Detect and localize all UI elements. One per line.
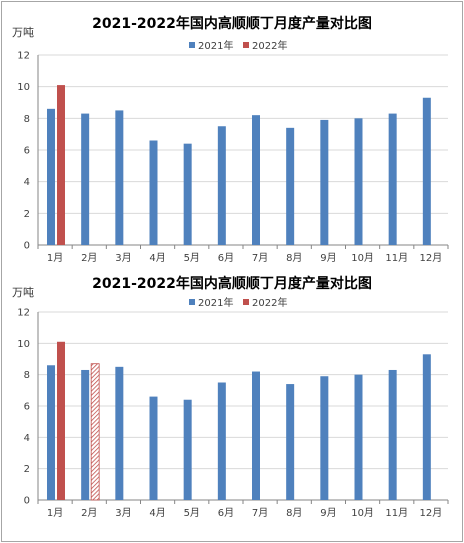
y-tick-label: 4 <box>24 433 30 444</box>
x-tick-label: 8月 <box>286 507 302 519</box>
bar-2021-8 <box>286 127 295 245</box>
bar-2021-5 <box>183 399 192 500</box>
legend-swatch-2021 <box>189 42 195 48</box>
bar-2021-12 <box>422 97 431 245</box>
x-tick-label: 10月 <box>351 507 374 519</box>
y-axis-unit-label: 万吨 <box>12 286 34 299</box>
bar-2021-3 <box>115 110 124 246</box>
x-tick-label: 2月 <box>81 252 97 264</box>
bar-2021-5 <box>183 143 192 245</box>
x-tick-label: 10月 <box>351 252 374 264</box>
bar-2021-3 <box>115 366 124 500</box>
monthly-output-chart-2021-2022: 2021-2022年国内高顺顺丁月度产量对比图 万吨 2021年 2022年 0… <box>12 15 449 264</box>
y-tick-label: 0 <box>24 496 30 507</box>
y-tick-label: 10 <box>17 339 30 350</box>
y-tick-label: 10 <box>17 82 30 93</box>
bar-2021-4 <box>149 140 158 245</box>
bar-2021-11 <box>388 369 397 500</box>
monthly-output-chart-2021-2022-updated: 2021-2022年国内高顺顺丁月度产量对比图 万吨 2021年 2022年 0… <box>12 275 449 519</box>
x-tick-label: 12月 <box>420 252 443 264</box>
y-tick-label: 6 <box>24 402 30 413</box>
bar-2021-6 <box>217 126 226 245</box>
x-axis-ticks: 1月 2月 3月 4月 5月 6月 7月 8月 9月 10月 11月 12月 <box>37 500 449 519</box>
chart-title: 2021-2022年国内高顺顺丁月度产量对比图 <box>92 275 372 292</box>
x-tick-label: 11月 <box>385 507 408 519</box>
y-tick-label: 2 <box>24 464 30 475</box>
x-tick-label: 3月 <box>115 507 131 519</box>
legend: 2021年 2022年 <box>189 296 287 309</box>
x-tick-label: 6月 <box>218 252 234 264</box>
bar-2021-1 <box>47 365 55 500</box>
legend-label-2022: 2022年 <box>252 296 287 309</box>
x-tick-label: 2月 <box>81 507 97 519</box>
y-tick-label: 12 <box>17 308 30 319</box>
bar-2021-8 <box>286 384 295 500</box>
legend-label-2021: 2021年 <box>198 39 233 52</box>
bar-2021-10 <box>354 374 363 500</box>
bar-2021-1 <box>47 108 55 245</box>
x-tick-label: 9月 <box>320 252 336 264</box>
bar-2022-1 <box>57 85 65 245</box>
gridlines <box>37 54 448 246</box>
x-tick-label: 11月 <box>385 252 408 264</box>
y-tick-label: 2 <box>24 209 30 220</box>
x-axis-ticks: 1月 2月 3月 4月 5月 6月 7月 8月 9月 10月 11月 12月 <box>37 245 449 264</box>
chart-panel-top: 2021-2022年国内高顺顺丁月度产量对比图 万吨 2021年 2022年 0… <box>2 2 462 270</box>
legend-label-2021: 2021年 <box>198 296 233 309</box>
bar-2021-2 <box>81 113 90 245</box>
x-tick-label: 5月 <box>184 507 200 519</box>
x-tick-label: 1月 <box>47 507 63 519</box>
bar-2021-7 <box>252 371 260 500</box>
bars <box>47 85 431 246</box>
legend-label-2022: 2022年 <box>252 39 287 52</box>
bar-2021-9 <box>320 376 329 500</box>
bars <box>47 341 431 501</box>
x-tick-label: 1月 <box>47 252 63 264</box>
x-tick-label: 4月 <box>149 252 165 264</box>
bar-2021-9 <box>320 119 329 245</box>
bar-2021-11 <box>388 113 397 245</box>
x-tick-label: 7月 <box>252 252 268 264</box>
x-tick-label: 9月 <box>320 507 336 519</box>
y-tick-label: 4 <box>24 177 30 188</box>
y-tick-label: 8 <box>24 370 30 381</box>
x-tick-label: 3月 <box>115 252 131 264</box>
x-tick-label: 7月 <box>252 507 268 519</box>
x-tick-label: 6月 <box>218 507 234 519</box>
chart-title: 2021-2022年国内高顺顺丁月度产量对比图 <box>92 15 372 32</box>
bar-2021-12 <box>422 354 431 500</box>
bar-2021-6 <box>217 382 226 500</box>
y-tick-label: 12 <box>17 51 30 62</box>
bar-2021-10 <box>354 118 363 245</box>
bar-2021-7 <box>252 115 260 246</box>
y-axis-ticks: 0 2 4 6 8 10 12 <box>17 51 30 252</box>
y-axis-ticks: 0 2 4 6 8 10 12 <box>17 308 30 507</box>
x-tick-label: 4月 <box>149 507 165 519</box>
x-tick-label: 5月 <box>184 252 200 264</box>
x-tick-label: 12月 <box>420 507 443 519</box>
bar-2021-2 <box>81 369 90 500</box>
x-tick-label: 8月 <box>286 252 302 264</box>
y-tick-label: 6 <box>24 146 30 157</box>
y-tick-label: 0 <box>24 241 30 252</box>
chart-panel-bottom: 2021-2022年国内高顺顺丁月度产量对比图 万吨 2021年 2022年 0… <box>2 272 462 540</box>
legend-swatch-2022 <box>243 299 249 305</box>
y-axis-unit-label: 万吨 <box>12 26 34 39</box>
bar-2022-2 <box>90 363 100 501</box>
legend-swatch-2022 <box>243 42 249 48</box>
y-tick-label: 8 <box>24 114 30 125</box>
bar-2021-4 <box>149 396 158 500</box>
bar-2022-1 <box>57 341 65 500</box>
legend: 2021年 2022年 <box>189 39 287 52</box>
legend-swatch-2021 <box>189 299 195 305</box>
